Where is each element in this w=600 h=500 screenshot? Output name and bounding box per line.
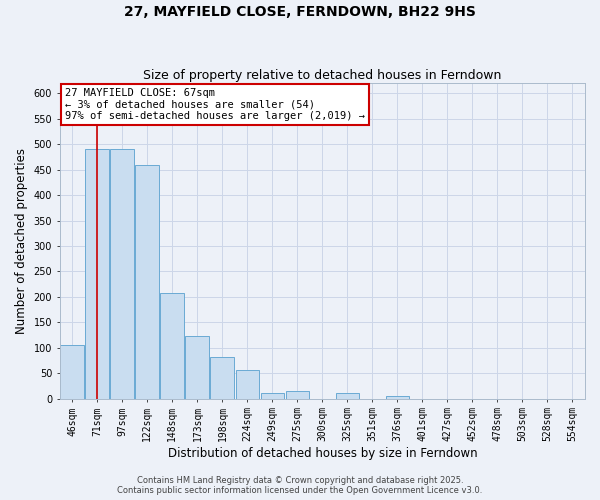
Text: 27, MAYFIELD CLOSE, FERNDOWN, BH22 9HS: 27, MAYFIELD CLOSE, FERNDOWN, BH22 9HS (124, 5, 476, 19)
Y-axis label: Number of detached properties: Number of detached properties (15, 148, 28, 334)
Bar (286, 391, 309, 398)
Text: Contains HM Land Registry data © Crown copyright and database right 2025.
Contai: Contains HM Land Registry data © Crown c… (118, 476, 482, 495)
Bar (160, 294, 184, 399)
Bar (236, 370, 259, 398)
Bar (136, 164, 159, 398)
Bar (335, 394, 359, 398)
Text: 27 MAYFIELD CLOSE: 67sqm
← 3% of detached houses are smaller (54)
97% of semi-de: 27 MAYFIELD CLOSE: 67sqm ← 3% of detache… (65, 88, 365, 121)
Bar (61, 345, 84, 399)
X-axis label: Distribution of detached houses by size in Ferndown: Distribution of detached houses by size … (167, 447, 477, 460)
Bar (185, 336, 209, 398)
Title: Size of property relative to detached houses in Ferndown: Size of property relative to detached ho… (143, 69, 502, 82)
Bar (386, 396, 409, 398)
Bar (260, 394, 284, 398)
Bar (85, 150, 109, 398)
Bar (211, 357, 234, 399)
Bar (110, 150, 134, 398)
